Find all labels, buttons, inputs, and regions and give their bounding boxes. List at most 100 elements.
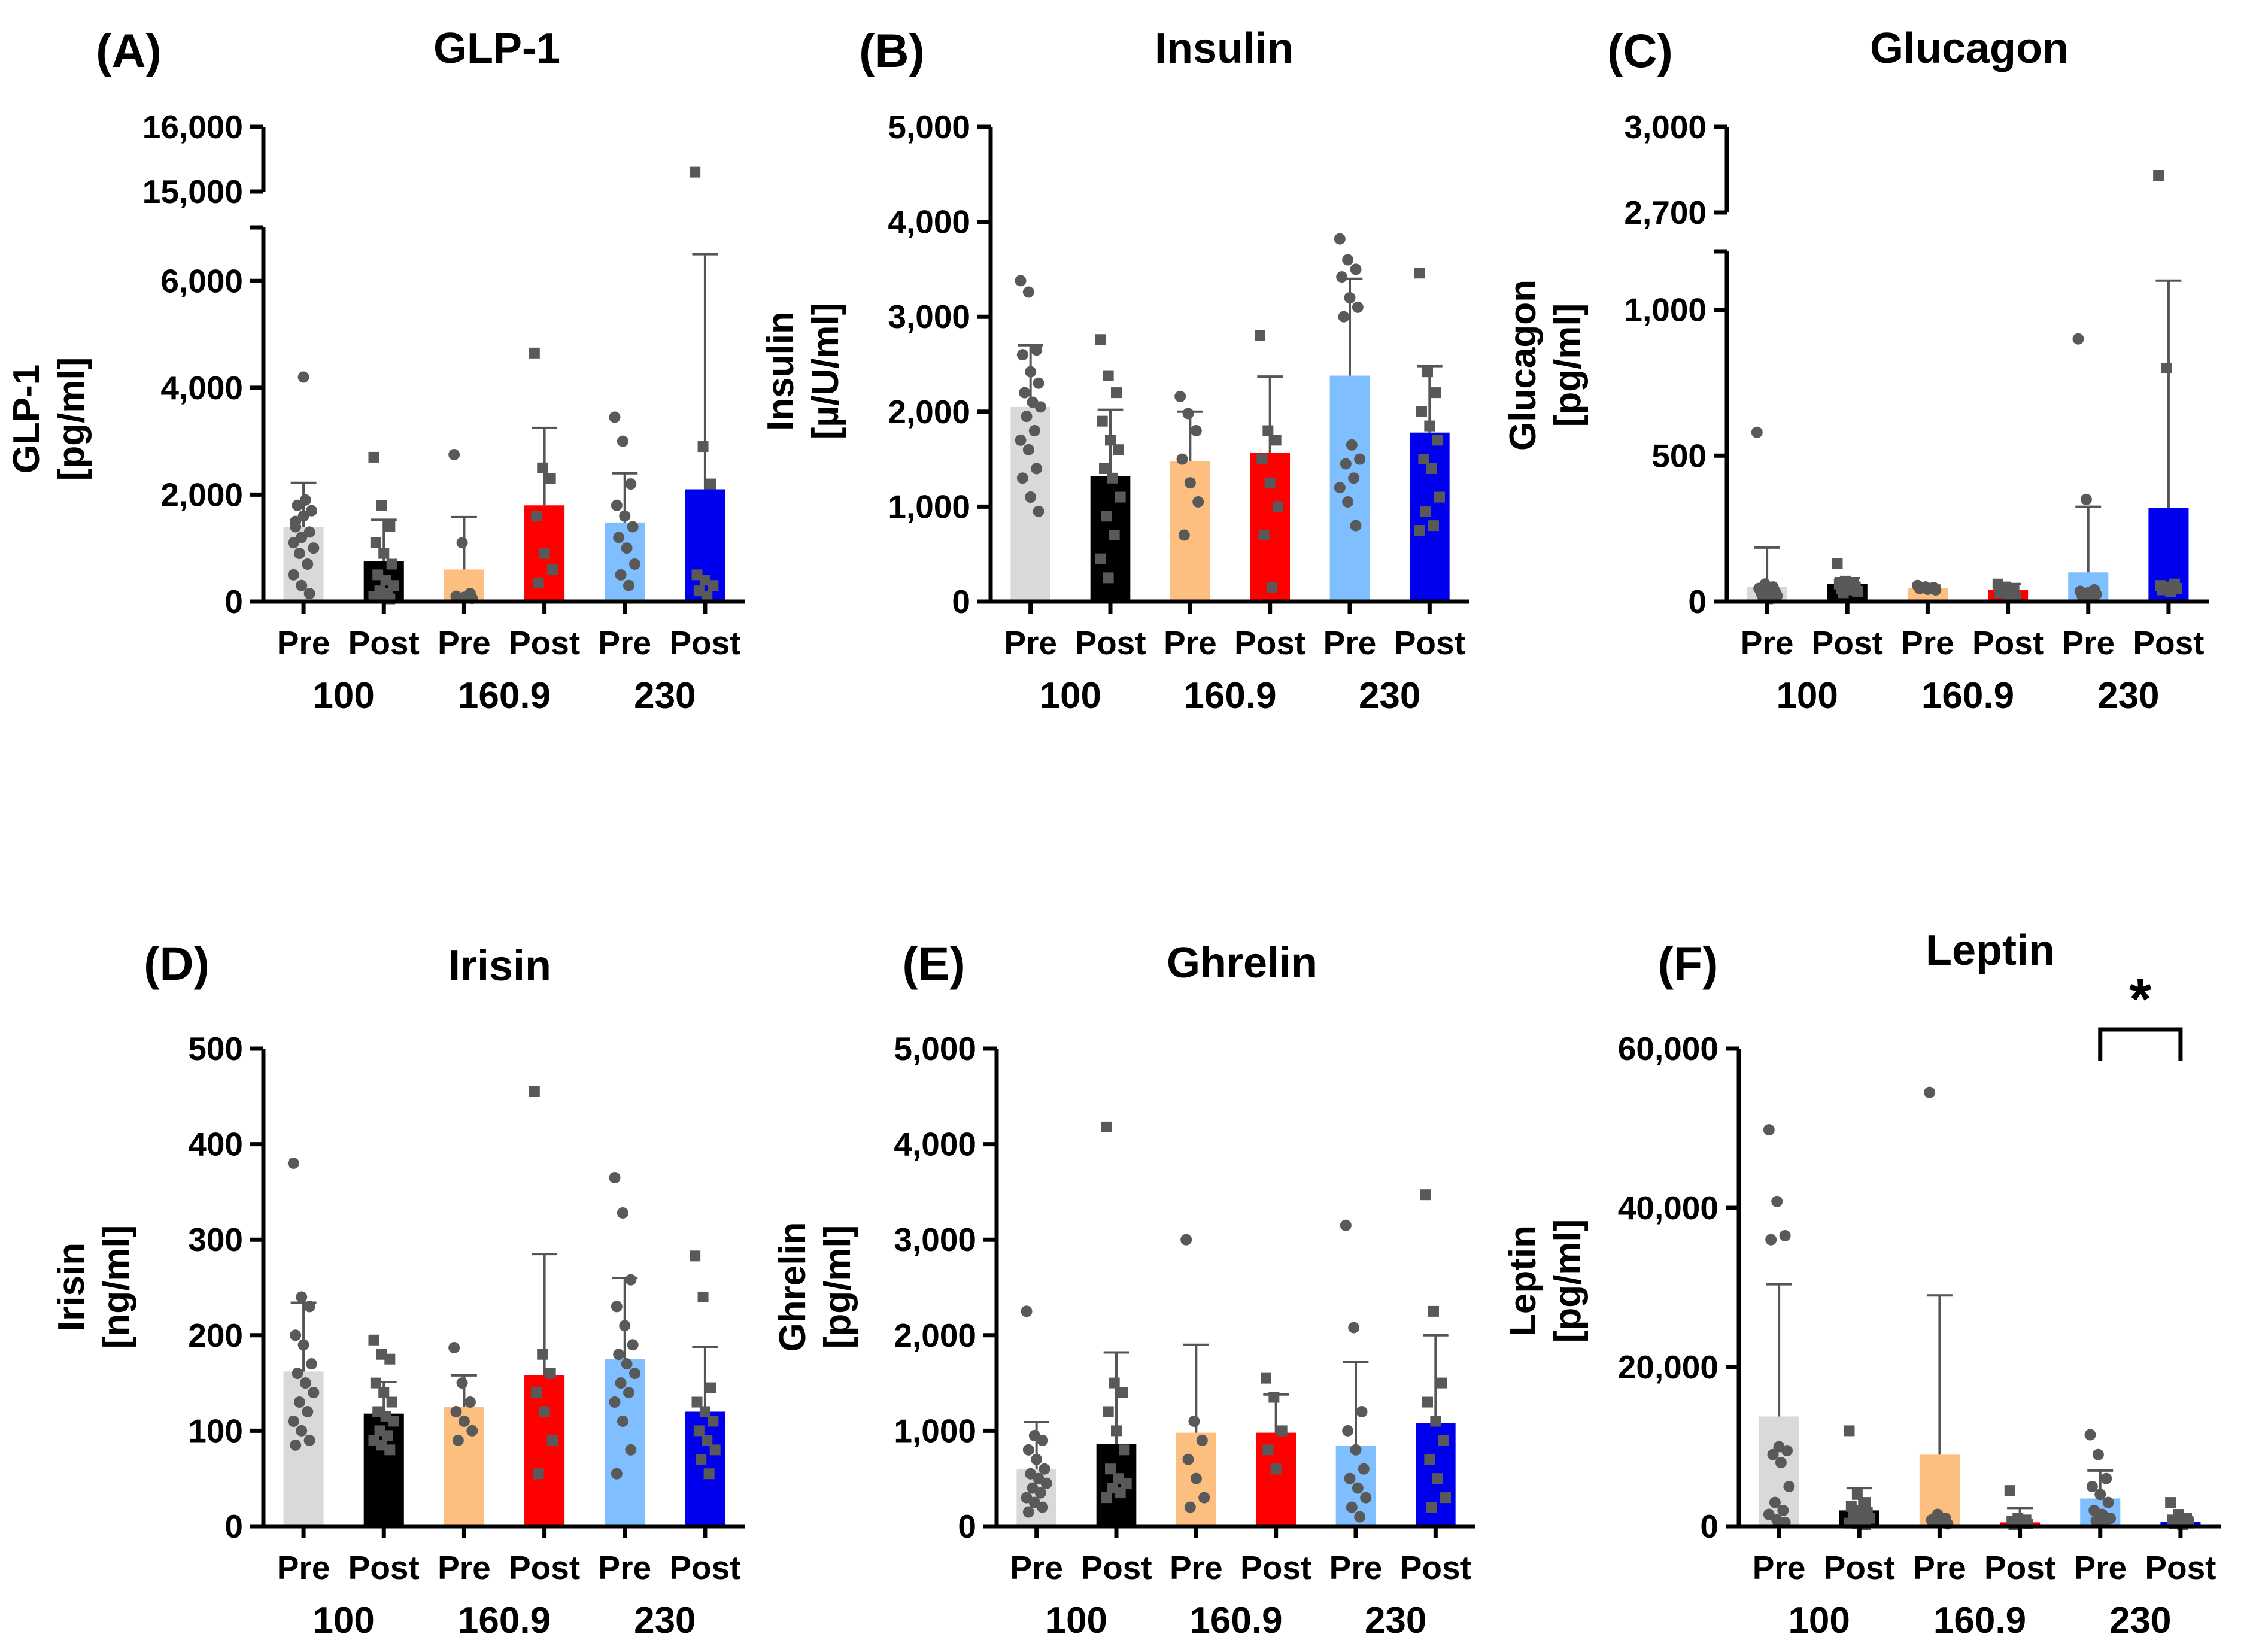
data-point	[1771, 1195, 1783, 1207]
data-point	[705, 478, 716, 490]
y-tick-label: 100	[188, 1412, 243, 1449]
data-point	[1428, 520, 1439, 532]
x-tick-label: Pre	[1913, 1549, 1966, 1586]
data-point	[613, 1349, 625, 1361]
x-tick-label: Post	[1074, 624, 1146, 661]
data-point	[1344, 291, 1356, 303]
data-point	[625, 1444, 637, 1456]
data-point	[1426, 463, 1437, 474]
data-point	[1190, 1472, 1202, 1484]
data-point	[1356, 1405, 1368, 1417]
data-point	[1031, 1453, 1043, 1465]
data-point	[1021, 411, 1033, 423]
data-point	[615, 1377, 627, 1389]
group-label: 230	[2097, 675, 2159, 716]
y-tick-label: 300	[188, 1221, 243, 1258]
data-point	[1016, 349, 1028, 361]
data-point	[1432, 1473, 1443, 1484]
data-point	[1111, 1425, 1122, 1437]
data-point	[708, 580, 719, 591]
data-point	[539, 1406, 550, 1417]
data-point	[2100, 1472, 2112, 1484]
data-point	[368, 451, 379, 463]
data-point	[1268, 1392, 1280, 1403]
x-tick-label: Pre	[598, 624, 651, 661]
data-point	[448, 448, 460, 460]
y-tick-label: 0	[1700, 1508, 1718, 1545]
data-point	[619, 510, 631, 522]
data-point	[1418, 454, 1429, 465]
x-tick-label: Pre	[2061, 624, 2115, 661]
data-point	[303, 526, 315, 538]
y-tick-label: 0	[958, 1508, 976, 1545]
data-point	[299, 494, 311, 506]
x-tick-label: Pre	[438, 624, 491, 661]
data-point	[2102, 1496, 2114, 1508]
data-point	[613, 532, 625, 543]
x-tick-label: Pre	[1004, 624, 1057, 661]
y-tick-label: 500	[188, 1030, 243, 1067]
data-point	[537, 462, 548, 473]
data-point	[1751, 426, 1763, 438]
data-point	[539, 548, 550, 559]
group-label: 100	[1788, 1600, 1850, 1641]
data-point	[1115, 491, 1126, 503]
data-point	[1838, 587, 1849, 599]
data-point	[1025, 366, 1037, 378]
data-point	[533, 577, 544, 588]
data-point	[1832, 558, 1843, 569]
data-point	[297, 371, 309, 383]
data-point	[1113, 444, 1124, 455]
data-point	[545, 473, 556, 484]
data-point	[1352, 301, 1364, 313]
data-point	[303, 1301, 315, 1313]
data-point	[690, 166, 701, 178]
x-tick-label: Pre	[1164, 624, 1217, 661]
data-point	[450, 1405, 462, 1417]
data-point	[1262, 1444, 1274, 1456]
panel-letter: (A)	[96, 24, 162, 77]
panel-letter: (E)	[902, 937, 965, 990]
data-point	[609, 1171, 621, 1183]
data-point	[1192, 496, 1204, 508]
x-tick-label: Pre	[277, 624, 330, 661]
data-point	[464, 1396, 476, 1408]
x-tick-label: Pre	[438, 1549, 491, 1586]
x-tick-label: Post	[1080, 1549, 1152, 1586]
y-axis-label: GLP-1	[6, 365, 47, 474]
x-tick-label: Post	[1394, 624, 1465, 661]
data-point	[1354, 453, 1366, 465]
y-tick-label: 0	[1688, 583, 1707, 620]
data-point	[296, 1425, 308, 1437]
y-tick-label: 3,000	[1624, 108, 1707, 145]
data-point	[1763, 1124, 1775, 1136]
data-point	[625, 1274, 637, 1286]
data-point	[1184, 1501, 1196, 1513]
data-point	[308, 1387, 320, 1399]
data-point	[287, 1158, 299, 1170]
group-label: 230	[634, 675, 696, 716]
data-point	[293, 548, 305, 560]
data-point	[623, 579, 634, 591]
data-point	[1350, 520, 1362, 532]
data-point	[547, 1435, 558, 1446]
data-point	[1334, 233, 1346, 245]
data-point	[1255, 330, 1265, 341]
x-tick-label: Post	[1240, 1549, 1311, 1586]
y-axis-label: Irisin	[51, 1243, 92, 1331]
data-point	[629, 558, 641, 570]
data-point	[1350, 1444, 1362, 1456]
data-point	[617, 1207, 628, 1219]
data-point	[303, 588, 315, 600]
significance-bracket	[2098, 1027, 2183, 1061]
group-label: 160.9	[1933, 1600, 2026, 1641]
group-label: 230	[1359, 675, 1420, 716]
data-point	[611, 1301, 623, 1313]
data-point	[1109, 1377, 1120, 1389]
data-point	[1783, 1481, 1795, 1492]
data-point	[1767, 1448, 1779, 1460]
data-point	[287, 537, 299, 549]
data-point	[1273, 501, 1283, 512]
data-point	[2084, 1429, 2096, 1441]
